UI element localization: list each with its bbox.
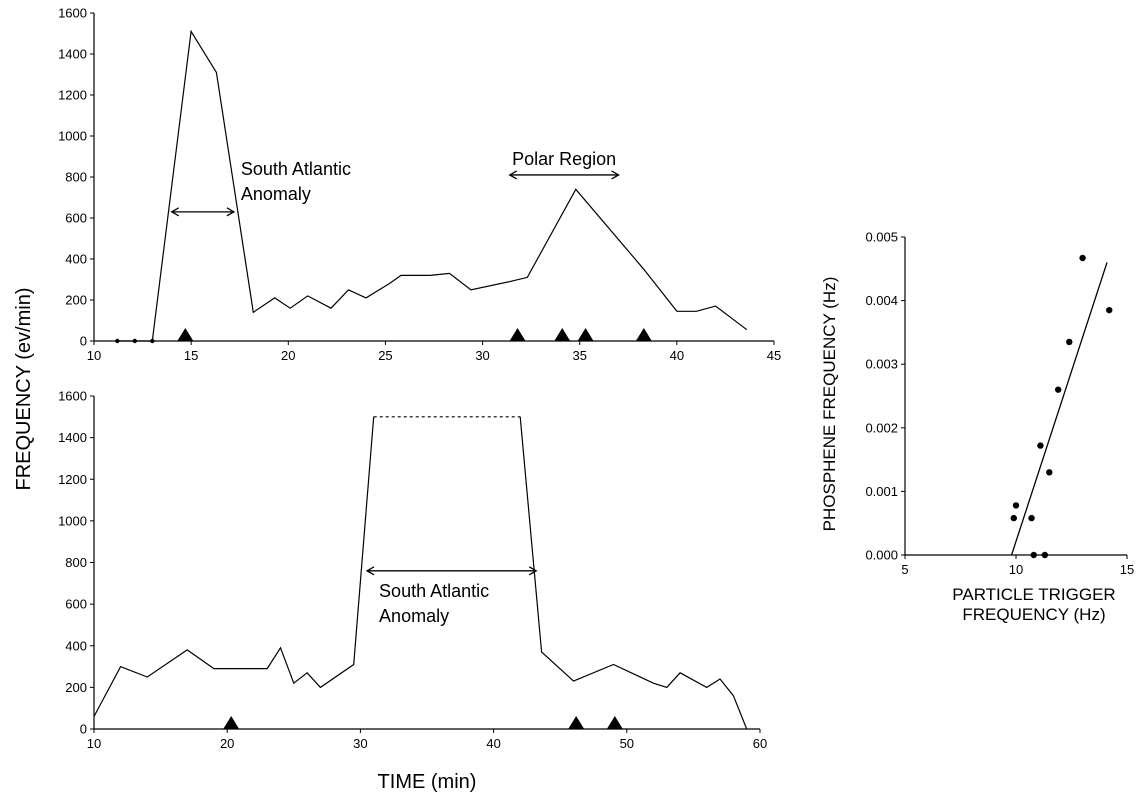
scatter-x-axis-title: FREQUENCY (Hz) [962,605,1105,624]
scatter-point [1041,551,1049,559]
bottom-y-tick-label: 1000 [58,513,87,528]
scatter-point [1030,551,1037,559]
bottom-annotation-arrow-right-head [528,566,538,576]
top-x-tick-label: 40 [670,348,684,363]
bottom-y-tick-label: 200 [65,680,87,695]
scatter-x-tick-label: 5 [901,562,908,577]
bottom-y-tick-label: 400 [65,638,87,653]
scatter-point [1106,306,1113,314]
bottom-series-line [93,416,375,717]
bottom-event-marker-triangle [223,716,240,729]
scatter-x-tick-label: 15 [1120,562,1134,577]
bottom-series-line [519,416,748,730]
shared-x-axis-title: TIME (min) [378,771,477,793]
top-annotation-arrow-left-head [508,170,518,180]
bottom-event-marker-triangle [606,716,623,729]
top-x-tick-label: 25 [378,348,392,363]
bottom-x-tick-label: 60 [753,736,767,751]
top-y-tick-label: 0 [80,334,87,349]
bottom-y-tick-label: 600 [65,597,87,612]
top-annotation-arrow-right-head [226,207,236,217]
top-y-tick-label: 800 [65,170,87,185]
bottom-event-marker-triangle [568,716,585,729]
top-y-tick-label: 1200 [58,88,87,103]
top-annotation-arrow-right-head [611,170,620,180]
top-annotation-text: South Atlantic [241,159,351,179]
scatter-y-axis-title: PHOSPHENE FREQUENCY (Hz) [820,277,839,532]
scatter-point [1010,514,1017,522]
top-x-tick-label: 30 [475,348,489,363]
scatter-point [1079,254,1086,262]
bottom-y-tick-label: 1600 [58,389,87,404]
top-time-series-panel: 0 200 400 600 800 1000 1200 1400 1600 10 15 20 25 30 3… [58,6,781,364]
top-series-line [117,29,748,342]
bottom-x-tick-label: 10 [87,736,101,751]
bottom-y-tick-label: 1200 [58,472,87,487]
scatter-point [1066,338,1073,346]
top-x-tick-label: 20 [281,348,295,363]
top-event-marker-triangle [509,328,526,341]
scatter-point [1037,442,1044,449]
top-y-tick-label: 200 [65,293,87,308]
scatter-y-tick-label: 0.003 [865,357,898,372]
bottom-annotation-text: South Atlantic [379,581,489,601]
scatter-fit-line [1010,262,1108,556]
scatter-x-axis-title: PARTICLE TRIGGER [952,585,1115,604]
top-x-tick-label: 15 [184,348,198,363]
top-annotation-text: Polar Region [512,149,616,169]
scatter-point [1012,502,1020,509]
bottom-annotation-text: Anomaly [379,606,449,626]
scatter-x-tick-label: 10 [1009,562,1023,577]
scatter-y-tick-label: 0.002 [865,420,898,435]
top-y-tick-label: 1400 [58,47,87,62]
top-zero-point [150,338,155,344]
top-x-tick-label: 10 [87,348,101,363]
scatter-point [1028,514,1035,522]
scatter-point [1054,386,1062,393]
bottom-x-tick-label: 40 [486,736,500,751]
top-zero-point [115,338,120,344]
top-x-tick-label: 35 [572,348,586,363]
scatter-point [1046,469,1053,476]
top-y-tick-label: 1000 [58,129,87,144]
scatter-panel: 0.000 0.001 0.002 0.003 0.004 0.005 5 10 15 PARTI… [820,230,1134,625]
shared-y-axis-title: FREQUENCY (ev/min) [13,288,35,491]
bottom-y-tick-label: 800 [65,555,87,570]
scatter-y-tick-label: 0.001 [865,484,898,499]
bottom-x-tick-label: 30 [353,736,367,751]
top-event-marker-triangle [177,328,194,341]
bottom-x-tick-label: 50 [620,736,634,751]
top-y-tick-label: 400 [65,252,87,267]
bottom-time-series-panel: 0 200 400 600 800 1000 1200 1400 1600 10 20 30 40 50 6… [58,389,767,752]
top-annotation-arrow-left-head [170,207,180,217]
bottom-y-tick-label: 0 [80,722,87,737]
scatter-y-tick-label: 0.005 [865,230,898,245]
top-x-tick-label: 45 [767,348,781,363]
top-event-marker-triangle [554,328,571,341]
bottom-x-tick-label: 20 [220,736,234,751]
top-zero-point [132,338,137,344]
scatter-y-tick-label: 0.000 [865,548,898,563]
scatter-y-tick-label: 0.004 [865,293,898,308]
top-y-tick-label: 600 [65,211,87,226]
top-annotation-text: Anomaly [241,184,311,204]
top-event-marker-triangle [577,328,594,341]
top-event-marker-triangle [635,328,652,341]
top-y-tick-label: 1600 [58,6,87,21]
bottom-y-tick-label: 1400 [58,430,87,445]
bottom-annotation-arrow-left-head [365,566,375,576]
